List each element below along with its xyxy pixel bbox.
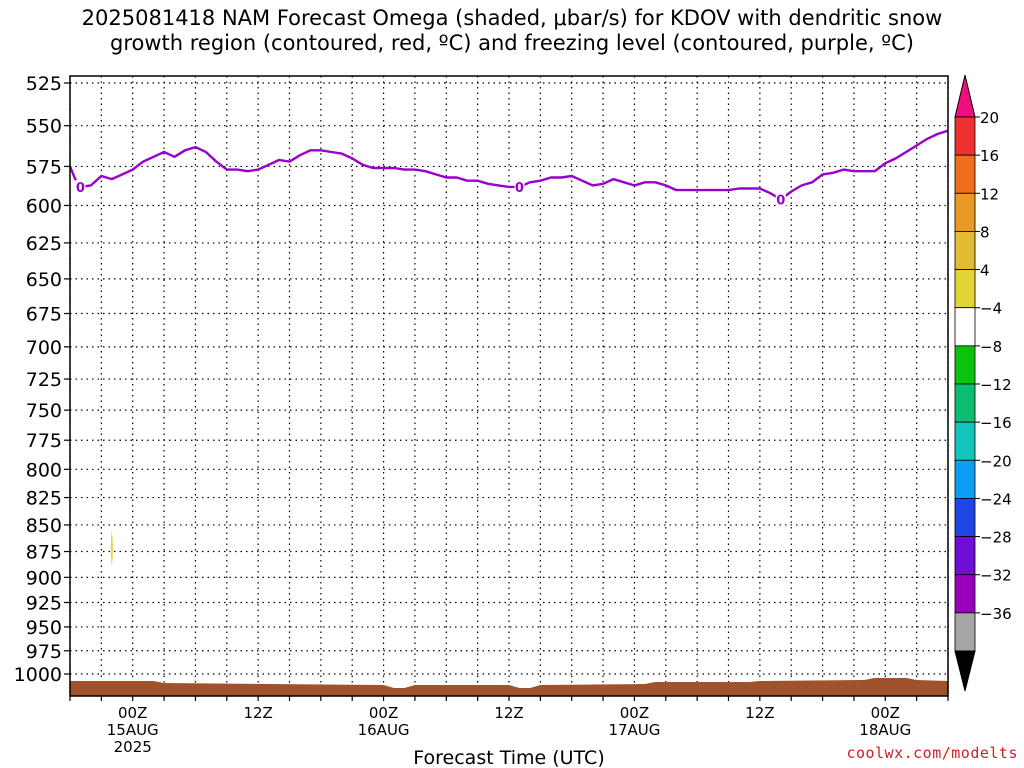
freezing-level-contour: 0 0 0 — [68, 129, 949, 208]
colorbar-label: 20 — [980, 109, 999, 127]
x-tick-label: 00Z — [620, 704, 649, 722]
omega-shaded-area — [110, 530, 113, 568]
x-axis-label: Forecast Time (UTC) — [413, 747, 604, 768]
y-tick-label: 900 — [26, 567, 62, 589]
colorbar-segment — [954, 269, 976, 309]
colorbar-segment — [954, 574, 976, 614]
x-tick-label: 2025 — [114, 738, 152, 756]
colorbar-label: −16 — [980, 414, 1012, 432]
y-tick-label: 650 — [26, 269, 62, 291]
colorbar-segment — [954, 383, 976, 423]
colorbar-segment — [954, 307, 976, 347]
y-tick-label: 800 — [26, 459, 62, 481]
colorbar-segment — [954, 116, 976, 156]
colorbar-top-arrow — [954, 74, 976, 118]
colorbar-label: −28 — [980, 529, 1012, 547]
x-tick-label: 00Z — [871, 704, 900, 722]
contour-label-bg — [775, 192, 786, 207]
colorbar-segment — [954, 536, 976, 576]
y-tick-label: 950 — [26, 617, 62, 639]
freezing-level-line — [68, 129, 949, 201]
y-tick-label: 875 — [26, 542, 62, 564]
contour-label: 0 — [776, 193, 785, 208]
y-tick-label: 675 — [26, 304, 62, 326]
colorbar-label: −32 — [980, 567, 1012, 585]
chart-title: 2025081418 NAM Forecast Omega (shaded, μ… — [0, 6, 1024, 56]
contour-label: 0 — [515, 181, 524, 196]
colorbar-segment — [954, 231, 976, 270]
y-tick-label: 550 — [26, 116, 62, 138]
y-tick-label: 625 — [26, 233, 62, 255]
x-tick-label: 00Z — [118, 704, 147, 722]
colorbar-label: −4 — [980, 300, 1002, 318]
x-tick-label: 18AUG — [859, 721, 911, 739]
y-tick-label: 575 — [26, 156, 62, 178]
x-tick-label: 15AUG — [107, 721, 159, 739]
colorbar-label: 16 — [980, 147, 999, 165]
x-tick-label: 00Z — [369, 704, 398, 722]
y-tick-label: 1000 — [14, 664, 62, 686]
colorbar-label: −12 — [980, 376, 1012, 394]
x-tick-label: 12Z — [494, 704, 523, 722]
y-tick-label: 700 — [26, 337, 62, 359]
x-tick-label: 12Z — [243, 704, 272, 722]
chart-title-line2: growth region (contoured, red, ºC) and f… — [110, 31, 914, 55]
colorbar-segment — [954, 154, 976, 194]
colorbar-segment — [954, 192, 976, 232]
y-tick-label: 850 — [26, 515, 62, 537]
x-tick-label: 17AUG — [608, 721, 660, 739]
colorbar: 20 16 12 8 4 −4 −8 −12 −16 −20 −24 −28 −32 −36 — [954, 74, 1012, 692]
y-tick-label: 750 — [26, 400, 62, 422]
y-axis: 525 550 575 600 625 650 675 700 725 750 775 800 825 8… — [14, 73, 70, 686]
contour-label-bg — [75, 179, 86, 194]
terrain-fill — [70, 678, 948, 696]
grid-lines — [69, 76, 949, 696]
y-tick-label: 525 — [26, 73, 62, 95]
colorbar-label: 4 — [980, 262, 990, 280]
terrain-band — [70, 678, 948, 696]
colorbar-segment — [954, 459, 976, 499]
colorbar-label: −20 — [980, 452, 1012, 470]
colorbar-label: −8 — [980, 338, 1002, 356]
colorbar-label: 8 — [980, 223, 990, 241]
omega-shading — [110, 530, 113, 568]
contour-label-bg — [514, 179, 525, 194]
y-tick-label: 725 — [26, 369, 62, 391]
contour-label: 0 — [76, 181, 85, 196]
y-tick-label: 925 — [26, 592, 62, 614]
colorbar-segment — [954, 612, 976, 652]
y-tick-label: 825 — [26, 488, 62, 510]
colorbar-label: −24 — [980, 490, 1012, 508]
y-tick-label: 600 — [26, 195, 62, 217]
colorbar-segment — [954, 421, 976, 461]
plot-frame — [69, 75, 949, 697]
y-tick-label: 775 — [26, 430, 62, 452]
y-tick-label: 975 — [26, 641, 62, 663]
watermark: coolwx.com/modelts — [846, 744, 1018, 762]
colorbar-segment — [954, 345, 976, 385]
colorbar-label: 12 — [980, 185, 999, 203]
colorbar-segment — [954, 498, 976, 537]
colorbar-bottom-arrow — [954, 650, 976, 692]
x-tick-label: 12Z — [745, 704, 774, 722]
x-tick-label: 16AUG — [358, 721, 410, 739]
chart-title-line1: 2025081418 NAM Forecast Omega (shaded, μ… — [81, 6, 943, 30]
colorbar-label: −36 — [980, 605, 1012, 623]
